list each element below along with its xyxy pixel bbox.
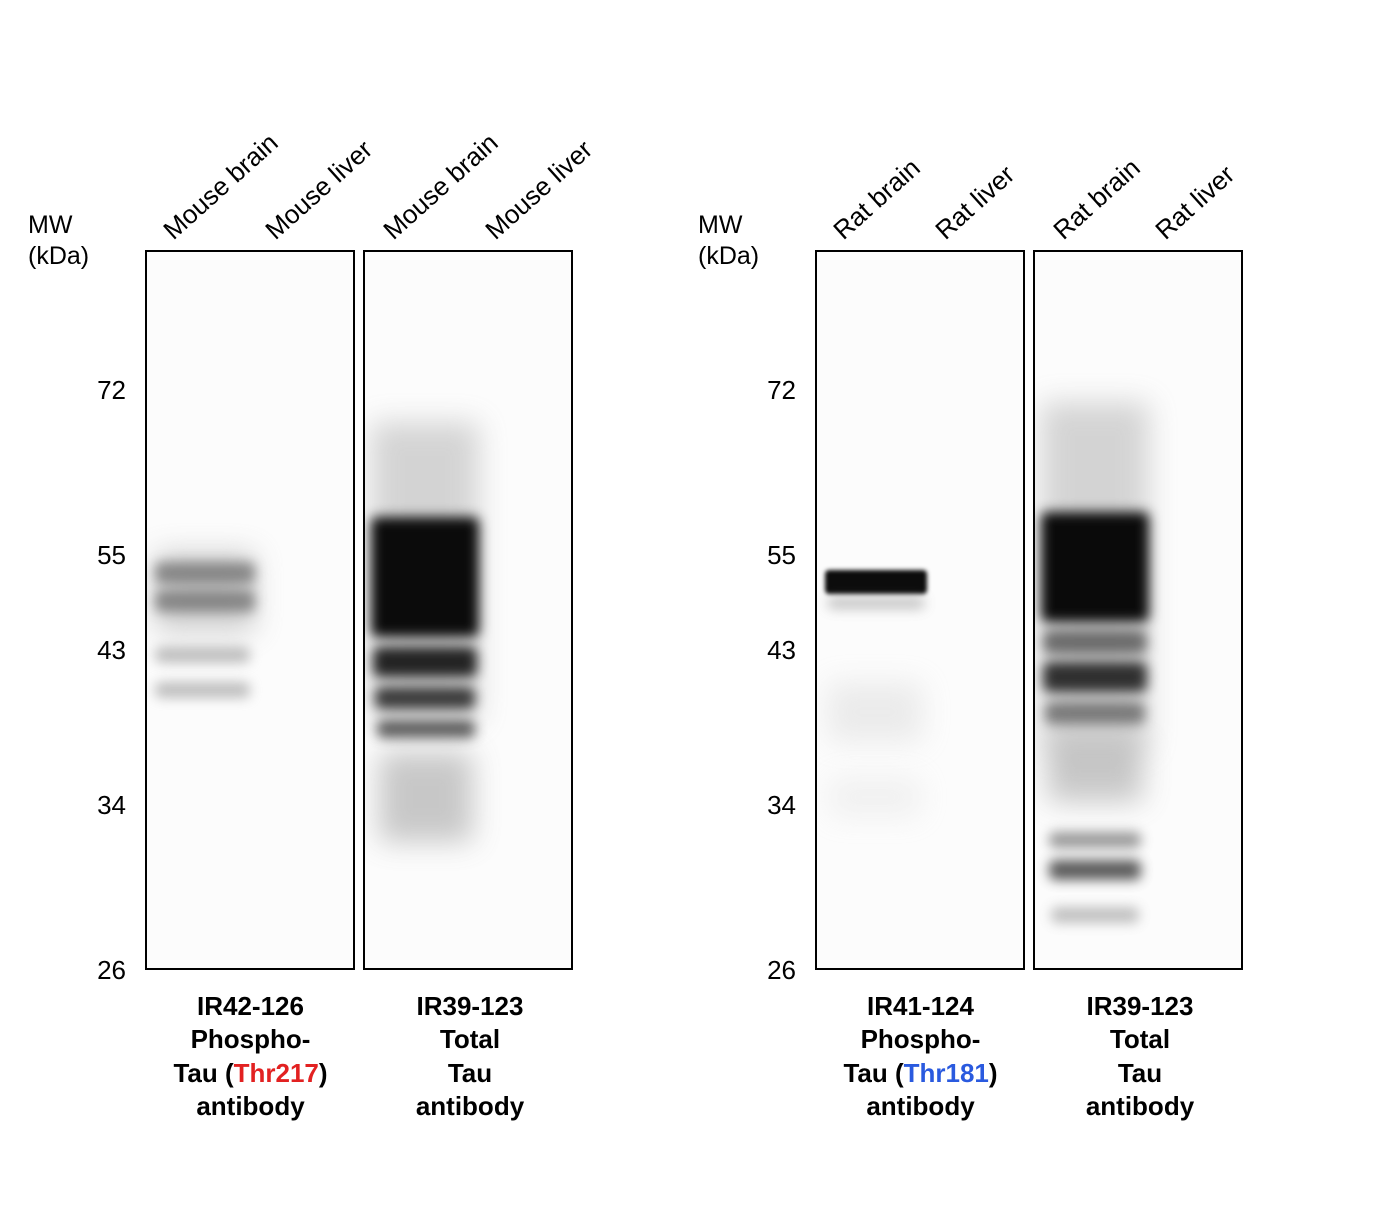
band bbox=[825, 570, 927, 594]
caption-seg-highlight: Thr181 bbox=[904, 1058, 989, 1088]
caption-seg: ) bbox=[319, 1058, 328, 1088]
band bbox=[371, 517, 479, 637]
blot-caption: IR41-124 Phospho- Tau (Thr181) antibody bbox=[808, 990, 1033, 1123]
mw-line1: MW bbox=[698, 211, 742, 239]
mw-line2: (kDa) bbox=[28, 242, 89, 270]
band bbox=[1045, 702, 1145, 724]
caption-line: antibody bbox=[196, 1091, 304, 1121]
caption-line: IR41-124 bbox=[867, 991, 974, 1021]
caption-seg: ) bbox=[989, 1058, 998, 1088]
western-blot bbox=[1033, 250, 1243, 970]
band bbox=[155, 562, 255, 584]
band bbox=[1043, 630, 1147, 654]
band bbox=[1043, 662, 1147, 692]
blot-caption: IR42-126 Phospho- Tau (Thr217) antibody bbox=[138, 990, 363, 1123]
lane-label: Rat brain bbox=[827, 152, 926, 246]
band bbox=[1047, 742, 1143, 802]
caption-line: Total bbox=[1110, 1024, 1170, 1054]
mw-tick: 26 bbox=[748, 955, 796, 986]
caption-line: Tau bbox=[448, 1058, 492, 1088]
band bbox=[827, 682, 923, 742]
mw-tick: 34 bbox=[748, 790, 796, 821]
caption-seg-highlight: Thr217 bbox=[234, 1058, 319, 1088]
band bbox=[155, 647, 250, 663]
band bbox=[379, 752, 473, 842]
band bbox=[1051, 907, 1139, 923]
band bbox=[155, 590, 255, 612]
band bbox=[377, 720, 475, 738]
caption-line: Phospho- bbox=[191, 1024, 311, 1054]
caption-line: IR42-126 bbox=[197, 991, 304, 1021]
band bbox=[829, 777, 921, 817]
band bbox=[373, 647, 477, 677]
mw-tick: 72 bbox=[78, 375, 126, 406]
western-blot bbox=[363, 250, 573, 970]
mw-axis-label-left: MW (kDa) bbox=[28, 210, 89, 273]
caption-line: Tau bbox=[1118, 1058, 1162, 1088]
band bbox=[375, 687, 475, 709]
mw-tick: 34 bbox=[78, 790, 126, 821]
mw-tick: 43 bbox=[78, 635, 126, 666]
caption-line: antibody bbox=[416, 1091, 524, 1121]
mw-tick: 55 bbox=[748, 540, 796, 571]
mw-axis-label-right: MW (kDa) bbox=[698, 210, 759, 273]
band bbox=[155, 682, 250, 698]
band bbox=[1049, 832, 1141, 848]
caption-line: IR39-123 bbox=[1087, 991, 1194, 1021]
western-blot bbox=[145, 250, 355, 970]
caption-line: antibody bbox=[866, 1091, 974, 1121]
figure-root: MW (kDa) 72 55 43 34 26 Mouse brain Mous… bbox=[0, 0, 1382, 1220]
mw-line2: (kDa) bbox=[698, 242, 759, 270]
band bbox=[1049, 860, 1141, 880]
caption-line: Total bbox=[440, 1024, 500, 1054]
caption-seg: Tau ( bbox=[173, 1058, 233, 1088]
western-blot bbox=[815, 250, 1025, 970]
lane-label: Rat brain bbox=[1047, 152, 1146, 246]
mw-tick: 43 bbox=[748, 635, 796, 666]
caption-line: IR39-123 bbox=[417, 991, 524, 1021]
mw-tick: 72 bbox=[748, 375, 796, 406]
lane-label: Rat liver bbox=[1149, 159, 1241, 246]
mw-line1: MW bbox=[28, 211, 72, 239]
blot-caption: IR39-123 Total Tau antibody bbox=[1040, 990, 1240, 1123]
caption-line: antibody bbox=[1086, 1091, 1194, 1121]
band bbox=[1041, 512, 1149, 622]
mw-tick: 26 bbox=[78, 955, 126, 986]
band bbox=[827, 597, 925, 609]
blot-caption: IR39-123 Total Tau antibody bbox=[370, 990, 570, 1123]
caption-seg: Tau ( bbox=[843, 1058, 903, 1088]
lane-label: Rat liver bbox=[929, 159, 1021, 246]
caption-line: Phospho- bbox=[861, 1024, 981, 1054]
mw-tick: 55 bbox=[78, 540, 126, 571]
